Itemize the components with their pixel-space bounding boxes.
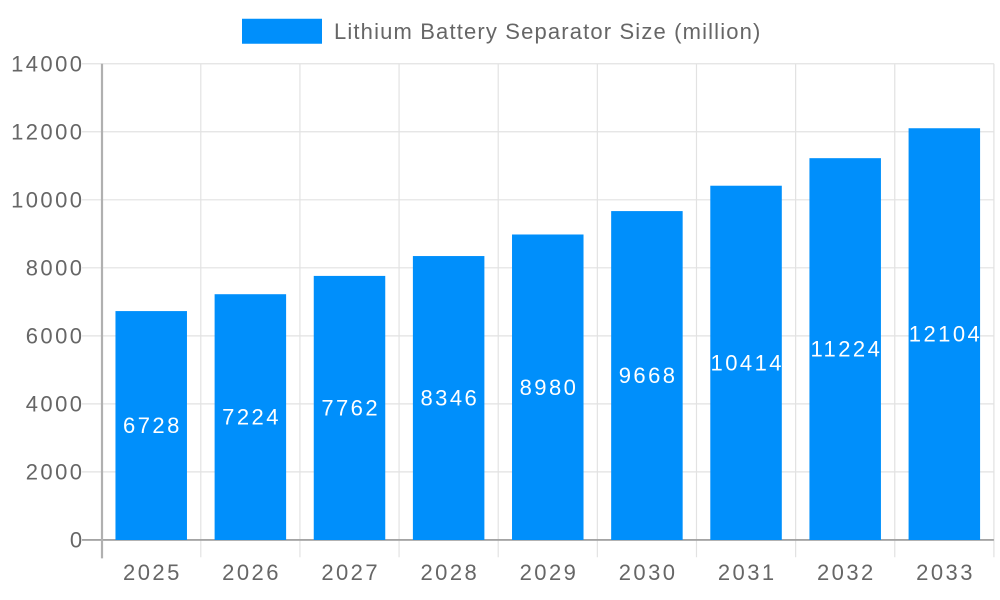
svg-text:4000: 4000	[26, 391, 85, 416]
svg-text:8346: 8346	[420, 386, 479, 411]
svg-text:0: 0	[70, 527, 85, 552]
svg-text:11224: 11224	[810, 337, 882, 362]
svg-text:14000: 14000	[11, 51, 84, 76]
svg-text:2030: 2030	[619, 560, 678, 585]
svg-text:7762: 7762	[321, 395, 380, 420]
svg-text:2033: 2033	[916, 560, 975, 585]
svg-text:8980: 8980	[520, 375, 579, 400]
svg-text:12104: 12104	[909, 322, 982, 347]
svg-text:2027: 2027	[321, 560, 380, 585]
svg-text:2000: 2000	[26, 459, 85, 484]
svg-text:12000: 12000	[11, 119, 84, 144]
svg-text:7224: 7224	[222, 405, 281, 430]
svg-text:2026: 2026	[222, 560, 281, 585]
svg-text:2031: 2031	[718, 560, 777, 585]
svg-text:9668: 9668	[619, 363, 678, 388]
svg-text:6000: 6000	[26, 323, 85, 348]
svg-text:Lithium Battery Separator Size: Lithium Battery Separator Size (million)	[334, 19, 761, 44]
svg-text:10000: 10000	[11, 187, 84, 212]
svg-text:10414: 10414	[711, 350, 784, 375]
svg-text:2032: 2032	[817, 560, 876, 585]
svg-text:8000: 8000	[26, 255, 85, 280]
svg-text:2025: 2025	[123, 560, 182, 585]
svg-text:2028: 2028	[420, 560, 479, 585]
svg-text:6728: 6728	[123, 413, 182, 438]
svg-text:2029: 2029	[520, 560, 579, 585]
